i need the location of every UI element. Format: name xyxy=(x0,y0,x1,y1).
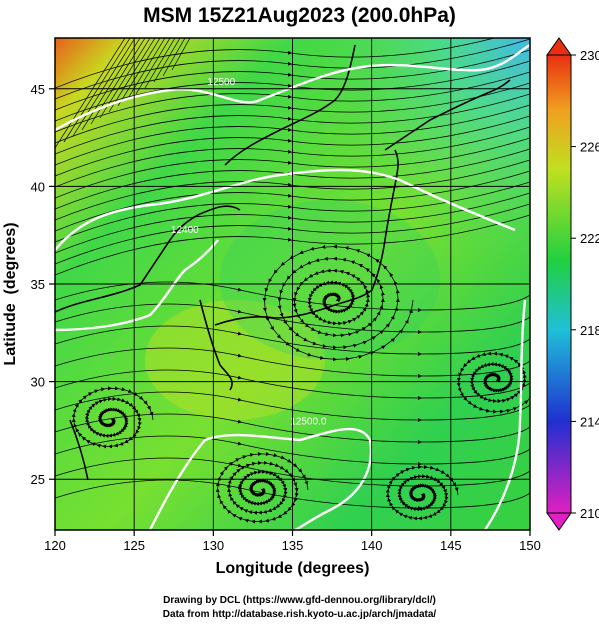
hatch-line xyxy=(162,38,186,77)
credits-line-2: Data from http://database.rish.kyoto-u.a… xyxy=(162,609,437,620)
streamline xyxy=(71,386,154,449)
streamline xyxy=(385,464,459,521)
x-tick-label: 150 xyxy=(519,538,541,553)
colorbar-top-arrow xyxy=(546,37,572,56)
credits-line-1: Drawing by DCL (https://www.gfd-dennou.o… xyxy=(163,595,436,606)
x-tick-label: 125 xyxy=(123,538,145,553)
colorbar-tick-label: 230 xyxy=(580,48,599,63)
plot-area: 12500 12400 12500.0 xyxy=(55,38,530,530)
contours xyxy=(55,43,530,530)
hatch-line xyxy=(135,38,171,95)
y-axis-label: Latitude (degrees) xyxy=(2,222,19,366)
contour-label: 12500 xyxy=(207,77,235,88)
credits: Drawing by DCL (https://www.gfd-dennou.o… xyxy=(0,594,599,622)
colorbar-tick-label: 222 xyxy=(580,231,599,246)
hatch-line xyxy=(144,38,176,89)
x-tick-label: 135 xyxy=(282,538,304,553)
colorbar-tick-label: 226 xyxy=(580,140,599,155)
streamline xyxy=(55,479,530,510)
x-axis-label: Longitude (degrees) xyxy=(215,560,370,577)
colorbar-body xyxy=(546,54,572,514)
hatch-line xyxy=(153,38,181,83)
y-tick-label: 40 xyxy=(31,179,45,194)
colorbar-tick-label: 218 xyxy=(580,323,599,338)
contour-label: 12400 xyxy=(171,225,199,236)
colorbar-tick-label: 210 xyxy=(580,506,599,521)
hatch-line xyxy=(55,38,126,149)
coastlines xyxy=(55,44,511,481)
x-tick-label: 120 xyxy=(44,538,66,553)
colorbar-bottom-arrow xyxy=(546,512,572,531)
contour-label: 12500.0 xyxy=(290,417,327,428)
latlon-grid xyxy=(55,38,530,530)
y-tick-label: 25 xyxy=(31,472,45,487)
hatch-line xyxy=(81,38,141,131)
x-tick-label: 145 xyxy=(440,538,462,553)
y-tick-label: 45 xyxy=(31,82,45,97)
colorbar-tick-label: 214 xyxy=(580,414,599,429)
y-tick-label: 30 xyxy=(31,375,45,390)
contour-labels: 12500 12400 12500.0 xyxy=(171,77,327,428)
streamline xyxy=(262,244,414,362)
x-tick-label: 130 xyxy=(202,538,224,553)
x-axis-ticks: 120 125 130 135 140 145 150 xyxy=(44,530,541,553)
y-tick-label: 35 xyxy=(31,277,45,292)
streamline xyxy=(215,451,309,524)
hatch-line xyxy=(126,38,166,101)
hatch-line xyxy=(72,38,136,137)
y-axis-ticks: 25 30 35 40 45 xyxy=(31,82,55,487)
chart-title: MSM 15Z21Aug2023 (200.0hPa) xyxy=(143,4,456,27)
x-tick-label: 140 xyxy=(361,538,383,553)
streamline xyxy=(456,351,530,414)
hatch-line xyxy=(171,38,191,71)
colorbar-ticks: 230 226 222 218 214 210 xyxy=(571,48,599,521)
streamline xyxy=(55,457,530,488)
colorbar: 230 226 222 218 214 210 xyxy=(546,37,599,531)
hatch-line xyxy=(90,38,146,125)
